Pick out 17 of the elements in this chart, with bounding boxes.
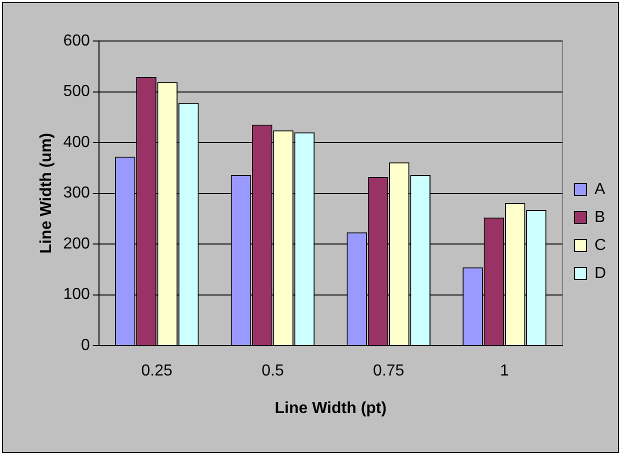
legend-label: B xyxy=(594,208,606,226)
x-tick-label: 0.5 xyxy=(262,362,284,380)
y-tick-label: 100 xyxy=(63,286,90,304)
legend-label: A xyxy=(594,180,606,198)
y-tick-label: 400 xyxy=(63,134,90,151)
legend-label: D xyxy=(594,264,606,282)
x-tick-label: 1 xyxy=(500,362,510,380)
y-tick-label: 600 xyxy=(63,32,90,50)
y-tick-label: 0 xyxy=(80,337,90,354)
y-tick-label: 500 xyxy=(63,83,90,100)
x-tick-label: 0.25 xyxy=(141,362,173,380)
legend-label: C xyxy=(594,236,606,254)
y-tick-label: 200 xyxy=(63,235,90,252)
y-axis-title: Line Width (um) xyxy=(38,132,56,254)
y-tick-label: 300 xyxy=(63,184,90,202)
x-tick-label: 0.75 xyxy=(373,362,404,380)
x-axis-title: Line Width (pt) xyxy=(274,400,387,417)
